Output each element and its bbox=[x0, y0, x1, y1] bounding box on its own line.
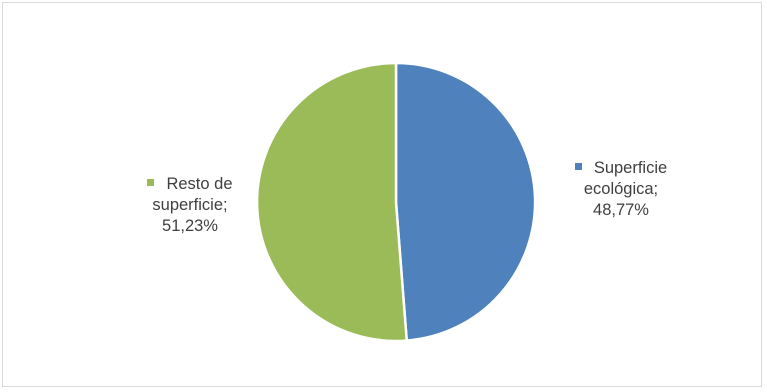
data-label-ecologica-line-1-text: Superficie bbox=[593, 159, 668, 177]
chart-area: Resto de superficie; 51,23% Superficie e… bbox=[2, 2, 762, 387]
data-label-ecologica-line-2: ecológica; bbox=[583, 180, 659, 198]
pie-slice-resto-de-superficie bbox=[255, 61, 408, 343]
data-label-ecologica-value: 48,77% bbox=[593, 201, 649, 219]
legend-marker-resto bbox=[147, 179, 155, 186]
data-label-ecologica: Superficie ecológica; 48,77% bbox=[551, 158, 691, 221]
legend-marker-ecologica bbox=[574, 163, 582, 170]
data-label-resto-line-2: superficie; bbox=[152, 196, 228, 214]
data-label-resto-line-1: Resto de bbox=[120, 174, 260, 195]
data-label-ecologica-line-1: Superficie bbox=[551, 158, 691, 179]
data-label-resto: Resto de superficie; 51,23% bbox=[120, 174, 260, 237]
data-label-resto-value: 51,23% bbox=[162, 217, 218, 235]
pie-chart bbox=[255, 61, 537, 343]
data-label-resto-line-1-text: Resto de bbox=[166, 175, 233, 193]
pie-slice-superficie-ecologica bbox=[394, 61, 537, 342]
